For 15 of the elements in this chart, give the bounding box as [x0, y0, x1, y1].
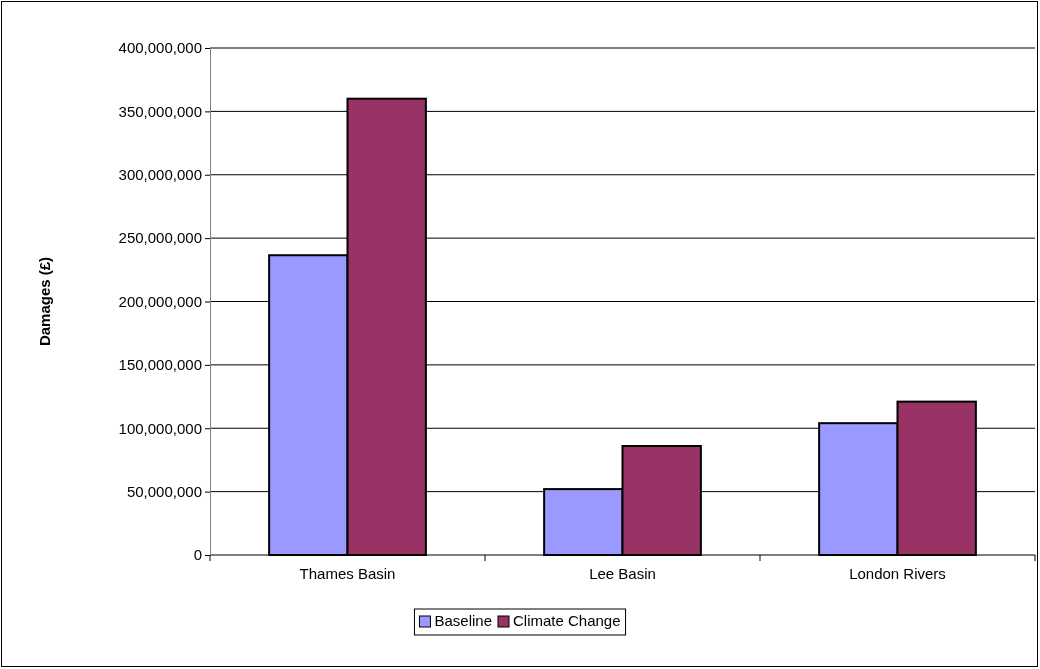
y-axis-title: Damages (£) — [36, 256, 53, 347]
y-tick-label: 50,000,000 — [126, 482, 202, 500]
y-tick-label: 350,000,000 — [118, 102, 202, 120]
legend-label: Baseline — [434, 612, 492, 629]
x-tick-label: Lee Basin — [589, 565, 656, 582]
y-tick-label: 150,000,000 — [118, 356, 202, 374]
y-tick-label: 0 — [193, 546, 202, 564]
x-tick-label: Thames Basin — [299, 565, 396, 582]
legend-label: Climate Change — [512, 612, 621, 629]
y-tick-label: 250,000,000 — [118, 229, 202, 247]
y-tick-label: 100,000,000 — [118, 419, 202, 437]
y-tick-label: 200,000,000 — [118, 292, 202, 310]
x-tick-label: London Rivers — [849, 565, 946, 582]
y-tick-label: 300,000,000 — [118, 166, 202, 184]
y-tick-label: 400,000,000 — [118, 39, 202, 57]
